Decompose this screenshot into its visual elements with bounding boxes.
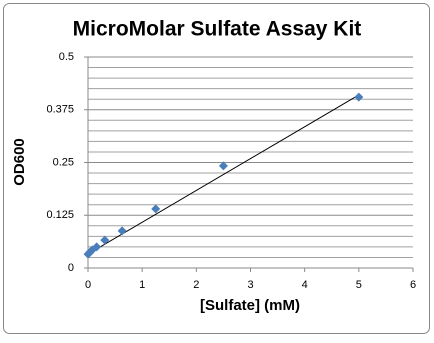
x-tick-label: 2 (193, 279, 199, 291)
chart-title: MicroMolar Sulfate Assay Kit (73, 18, 362, 41)
point (92, 242, 102, 252)
y-tick-label: 0 (68, 262, 74, 274)
x-tick-label: 5 (356, 279, 362, 291)
point (354, 92, 364, 102)
x-axis-title: [Sulfate] (mM) (200, 297, 300, 314)
point (218, 161, 228, 171)
x-tick-label: 4 (302, 279, 308, 291)
y-tick-label: 0.5 (59, 51, 74, 63)
x-tick-label: 0 (85, 279, 91, 291)
x-tick-label: 3 (247, 279, 253, 291)
point (117, 226, 127, 236)
trendline (87, 94, 360, 255)
y-tick-label: 0.375 (46, 104, 74, 116)
point (151, 204, 161, 214)
y-tick-label: 0.125 (46, 209, 74, 221)
y-axis-title: OD600 (11, 138, 28, 186)
chart-border (3, 3, 430, 334)
point (100, 235, 110, 245)
x-tick-label: 1 (139, 279, 145, 291)
y-tick-label: 0.25 (53, 156, 74, 168)
x-tick-label: 6 (410, 279, 416, 291)
